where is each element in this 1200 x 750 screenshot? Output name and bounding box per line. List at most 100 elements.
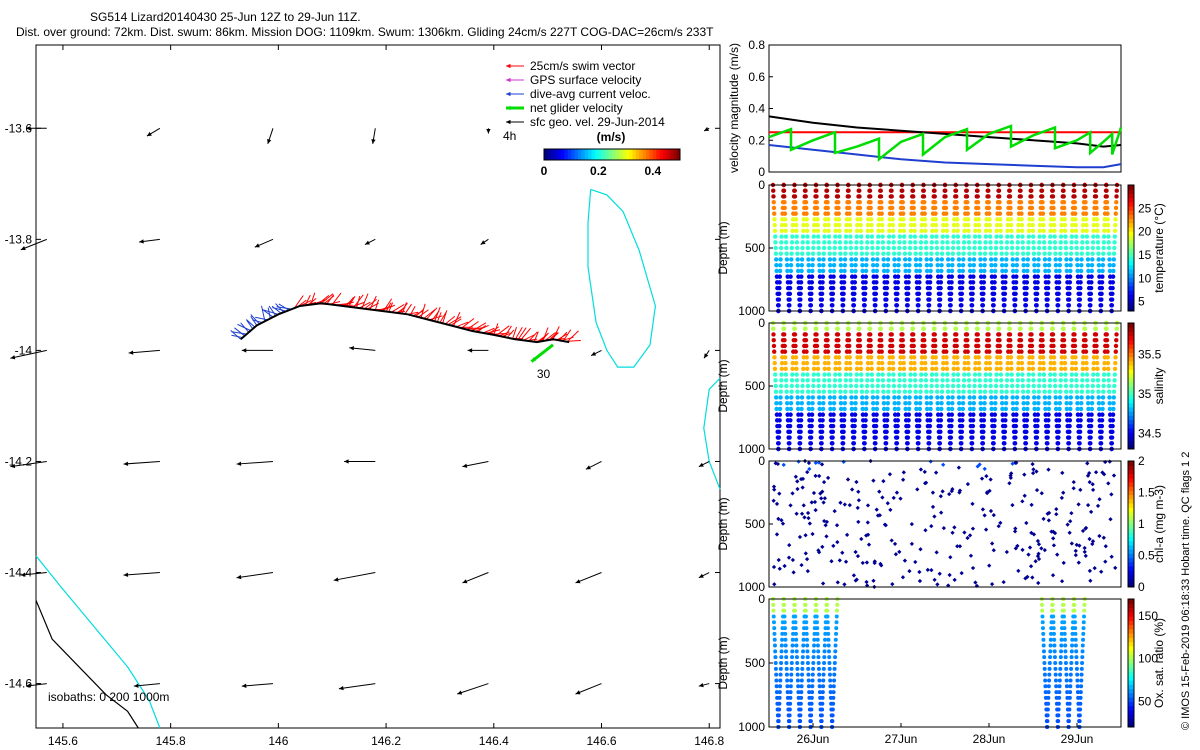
legend-note: 4h [503,129,516,143]
swim-vector [439,312,447,323]
salinity-colorbar-tick-label: 35 [1138,387,1152,401]
sfc-velocity-vector [349,346,376,351]
swim-vector [426,307,438,320]
sfc-velocity-vector [25,126,47,131]
chla-colorbar-tick-label: 1 [1138,517,1145,531]
swim-vector [262,309,279,315]
isobath-0m-line [703,377,721,490]
velocity-axes-box [768,44,1122,173]
colorbar-tick-label: 0 [541,164,548,178]
velocity-y-tick-label: 0.8 [748,38,765,52]
swim-vector [485,329,501,334]
temperature-y-tick-label: 0 [758,178,765,192]
speed-colorbar: 0 0.2 0.4 [541,148,681,178]
swim-vector [399,302,408,314]
isobath-200m-line [35,600,139,729]
chart-title-line2: Dist. over ground: 72km. Dist. swum: 86k… [16,25,714,39]
sfc-velocity-vector [486,128,491,134]
swim-vector [445,315,456,325]
swim-vector [504,325,512,338]
swim-vector [391,303,405,313]
salinity-colorbar: 34.5 35 35.5 [1127,322,1162,450]
swim-vector [369,295,377,310]
temperature-colorbar-tick-label: 25 [1138,201,1152,215]
swim-vector [237,323,251,332]
sfc-velocity-vector [371,128,376,144]
chart-title-line1: SG514 Lizard20140430 25-Jun 12Z to 29-Ju… [90,10,361,24]
temperature-colorbar: 5 10 15 20 25 [1127,184,1152,312]
map-x-tick-label: 145.8 [156,734,186,748]
swim-vector [436,312,442,323]
sfc-velocity-vector [241,683,274,688]
temperature-y-tick-label: 1000 [738,304,765,318]
legend-arrow [506,105,524,111]
swim-vector [420,303,426,318]
swim-vector [496,325,510,336]
swim-vector [321,293,334,304]
legend-arrow [506,91,524,97]
map-y-tick-label: -14 [15,343,33,357]
swim-vector [404,303,412,315]
chla-y-label: Depth (m) [716,497,730,550]
chla-colorbar-tick-label: 0 [1138,580,1145,594]
sfc-velocity-vector [585,461,602,470]
velocity-series-dive-avg-current [768,144,1122,169]
map-x-tick-label: 146.8 [694,734,724,748]
swim-vector [246,320,254,330]
chla-profile-data [771,458,1118,589]
isobath-0m-line [587,188,657,368]
swim-vector [355,295,361,308]
swim-vector [566,330,579,343]
swim-vector [294,295,304,309]
sfc-velocity-vector [703,126,710,132]
swim-vector [382,298,393,312]
swim-vector [374,299,380,311]
swim-vector [471,322,487,332]
chla-colorbar-tick-label: 0.5 [1138,549,1155,563]
map-x-tick-label: 145.6 [48,734,78,748]
salinity-profile-data [770,320,1120,452]
sfc-velocity-vector [590,349,602,357]
velocity-panel: 0 0.2 0.4 0.6 0.8 velocity magnitude (m/s) [727,38,1123,179]
swim-vector [434,306,441,322]
swim-vector [482,327,495,334]
swim-vector [477,324,487,333]
velocity-y-tick-label: 0.2 [748,133,765,147]
temperature-colorbar-tick-label: 10 [1138,271,1152,285]
map-y-tick-label: -13.6 [5,121,33,135]
chla-colorbar-tick-label: 2 [1138,454,1145,468]
sfc-velocity-vector [10,349,47,360]
swim-vector [401,302,407,314]
swim-vector [512,326,518,339]
sfc-velocity-vector [462,572,489,584]
swim-vector [250,314,260,325]
swim-vector [442,310,448,324]
map-y-tick-label: -14.6 [5,677,33,691]
swim-vector [331,292,342,305]
date-tick-label: 26Jun [797,732,830,746]
oxygen-colorbar-tick-label: 50 [1138,694,1152,708]
swim-vector [276,306,292,310]
swim-vector [466,321,479,330]
swim-vector [310,292,316,305]
sfc-velocity-vector [236,572,274,580]
temperature-colorbar-tick-label: 5 [1138,295,1145,309]
sfc-velocity-vector [462,460,489,468]
sfc-velocity-vector [698,572,710,579]
velocity-series-net [768,124,1123,162]
velocity-y-tick-label: 0 [758,165,765,179]
temperature-colorbar-label: temperature (°C) [1152,203,1166,293]
swim-vector [304,294,311,306]
sfc-velocity-vector [364,238,376,245]
velocity-y-tick-label: 0.4 [748,102,765,116]
swim-vector [252,319,263,324]
legend-label: sfc geo. vel. 29-Jun-2014 [530,115,665,129]
salinity-y-label: Depth (m) [716,359,730,412]
oxygen-colorbar-tick-label: 100 [1138,652,1158,666]
track-annotation-30: 30 [537,367,551,381]
swim-vector [361,293,369,309]
glider-track [230,292,581,344]
oxygen-y-tick-label: 500 [745,656,765,670]
